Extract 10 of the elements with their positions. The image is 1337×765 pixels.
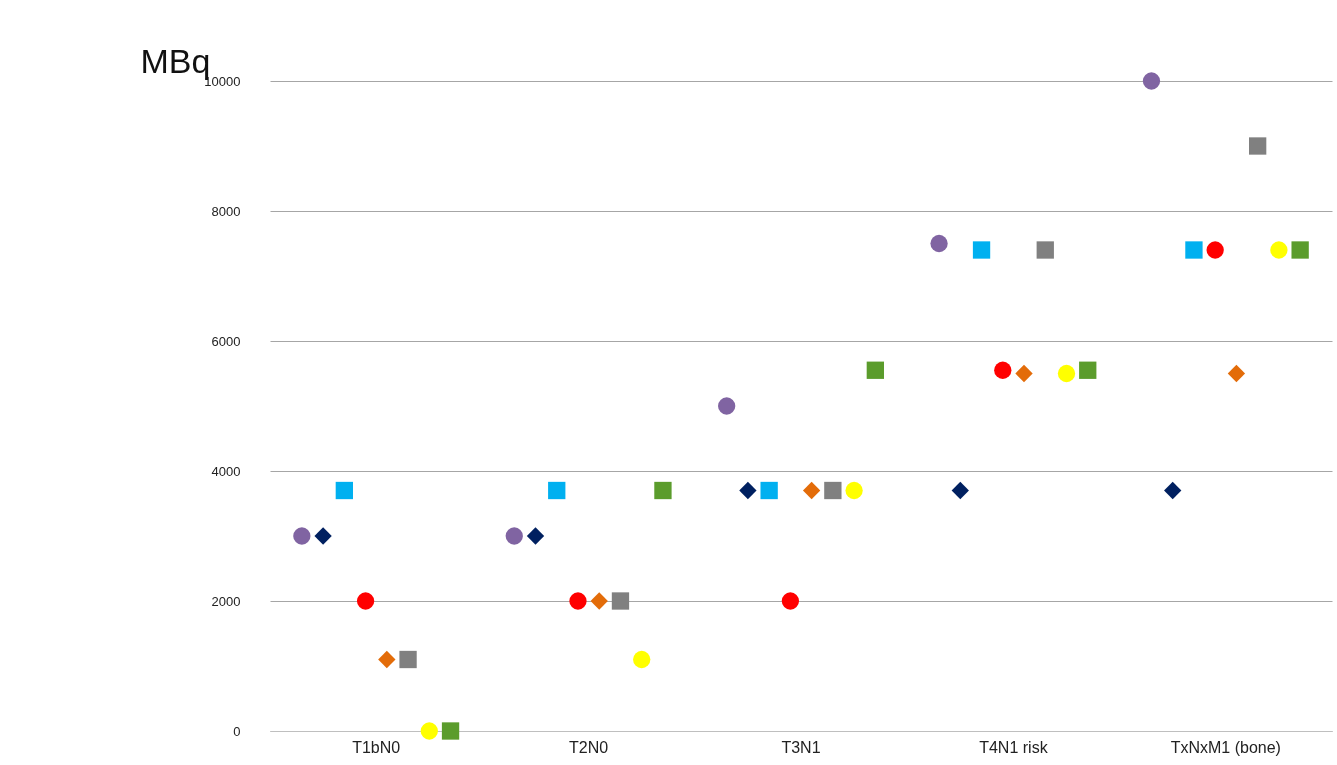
x-tick-label: T4N1 risk — [979, 738, 1049, 756]
x-tick-label: TxNxM1 (bone) — [1170, 738, 1281, 756]
y-tick-label: 8000 — [211, 203, 241, 219]
y-tick-label: 4000 — [211, 463, 241, 479]
y-tick-label: 0 — [233, 723, 241, 739]
x-tick-label: T3N1 — [781, 738, 821, 756]
x-tick-label: T1bN0 — [352, 738, 401, 756]
x-tick-label: T2N0 — [569, 738, 609, 756]
y-tick-label: 2000 — [211, 593, 241, 609]
y-tick-label: 6000 — [211, 333, 241, 349]
